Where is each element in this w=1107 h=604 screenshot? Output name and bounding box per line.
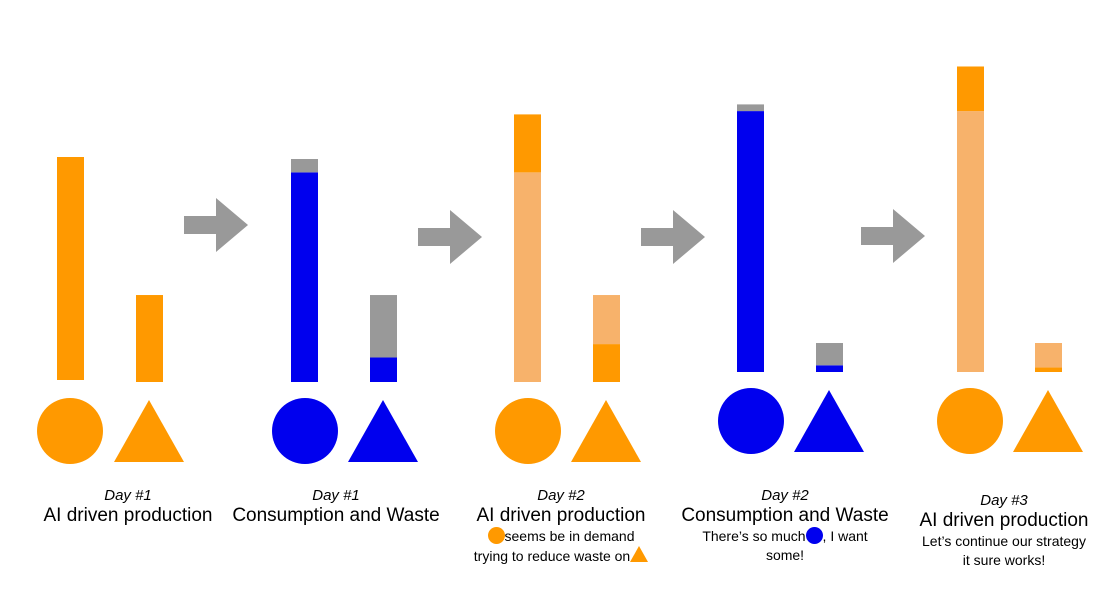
note-text: trying to reduce waste on [473,548,631,564]
circle-bar-consumption-segment [291,172,318,382]
stage-caption: Day #2 AI driven production seems be in de… [441,487,681,566]
stage-caption: Day #3 AI driven production Let’s continue… [884,492,1107,570]
circle-bar-consumption-segment [737,111,764,372]
arrow-icon [418,210,482,264]
stage-caption: Day #1 AI driven production [8,487,248,527]
arrow-icon [184,198,248,252]
circle-shape-icon [937,388,1003,454]
circle-shape-icon [272,398,338,464]
stage-note-line: Let’s continue our strategy [884,532,1107,551]
day-label: Day #2 [761,487,809,504]
triangle-bar-production-segment [136,295,163,382]
triangle-shape-icon [348,400,418,462]
triangle-bar-production-light-segment [593,295,620,345]
stage-title: AI driven production [476,505,646,526]
triangle-shape-icon [794,390,864,452]
stage-note-line: seems be in demand [441,527,681,546]
note-text: it sure works! [962,552,1046,568]
triangle-shape-icon [1013,390,1083,452]
note-text: some! [765,547,805,563]
note-text: There’s so much [702,528,806,544]
arrow-icon [861,209,925,263]
circle-bar-production-light-segment [957,111,984,372]
triangle-bar-consumption-segment [370,357,397,382]
day-label: Day #2 [537,487,585,504]
circle-icon [487,527,505,544]
triangle-bar-waste-segment [370,295,397,358]
circle-shape-icon [718,388,784,454]
circle-bar-production-segment [957,66,984,112]
stage-title: AI driven production [43,505,213,526]
triangle-bar-waste-segment [816,343,843,366]
circle-shape-icon [37,398,103,464]
stage-note-line: There’s so much , I want [665,527,905,546]
circle-icon [805,527,823,544]
stage-note-line: it sure works! [884,551,1107,570]
note-text: , I want [822,528,868,544]
day-label: Day #1 [104,487,152,504]
triangle-bar-consumption-segment [816,365,843,372]
stage-caption: Day #1 Consumption and Waste [216,487,456,527]
circle-bar-waste-segment [737,104,764,112]
circle-bar-production-segment [57,157,84,380]
day-label: Day #1 [312,487,360,504]
arrow-icon [641,210,705,264]
stage-title: AI driven production [919,510,1089,531]
stage-note-line: trying to reduce waste on [441,546,681,566]
stage-title: Consumption and Waste [232,505,440,526]
triangle-shape-icon [571,400,641,462]
triangle-icon [630,546,649,562]
stage-title: Consumption and Waste [681,505,889,526]
circle-bar-production-light-segment [514,172,541,382]
day-label: Day #3 [980,492,1028,509]
note-text: Let’s continue our strategy [922,533,1086,549]
circle-shape-icon [495,398,561,464]
note-text: seems be in demand [504,528,635,544]
triangle-shape-icon [114,400,184,462]
stage-caption: Day #2 Consumption and Waste There’s so mu… [665,487,905,565]
triangle-bar-production-segment [1035,367,1062,372]
circle-bar-waste-segment [291,159,318,173]
circle-bar-production-segment [514,114,541,173]
stage-note-line: some! [665,546,905,565]
triangle-bar-production-light-segment [1035,343,1062,368]
triangle-bar-production-segment [593,344,620,382]
